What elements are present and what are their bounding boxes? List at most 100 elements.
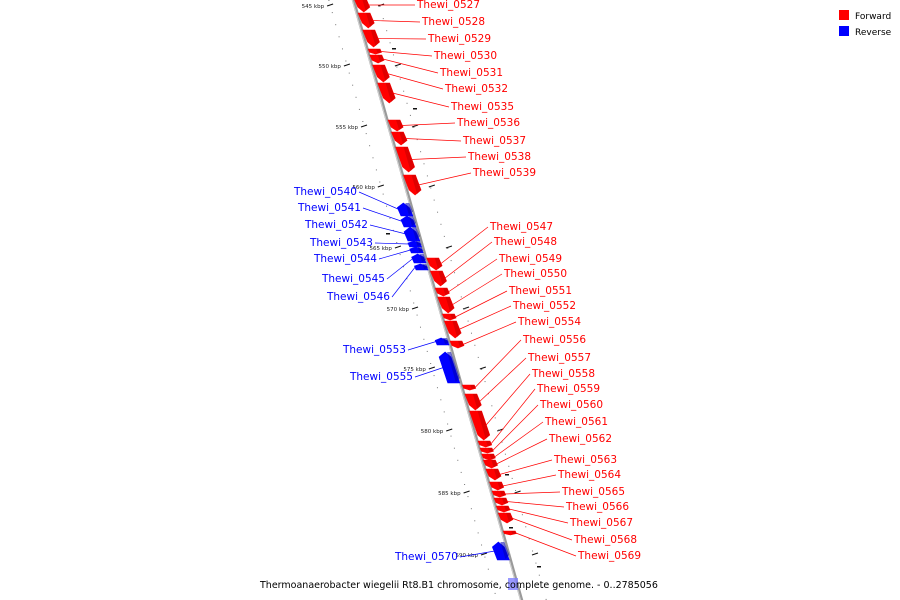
gene-label[interactable]: Thewi_0532 [444,83,508,95]
gene-thewi-0566[interactable] [493,497,509,506]
gene-thewi-0545[interactable] [411,253,427,264]
gene-label[interactable]: Thewi_0568 [573,534,637,546]
gene-leader-line [515,532,577,557]
gene-label[interactable]: Thewi_0539 [472,167,536,179]
gene-thewi-0551[interactable] [441,313,457,321]
gene-thewi-0559[interactable] [477,440,493,448]
gene-shade [493,469,501,479]
gene-label[interactable]: Thewi_0530 [433,50,497,62]
gene-thewi-0556[interactable] [461,384,477,391]
gene-thewi-0560[interactable] [479,447,494,454]
gene-label[interactable]: Thewi_0560 [539,399,603,411]
gene-label[interactable]: Thewi_0552 [512,300,576,312]
gene-thewi-0544[interactable] [409,246,424,254]
gene-label[interactable]: Thewi_0549 [498,253,562,265]
gene-label[interactable]: Thewi_0542 [304,219,368,231]
scale-tick-label: 555 kbp [336,125,359,131]
scale-tick-mark-right [514,490,521,494]
gene-thewi-0561[interactable] [481,453,496,461]
gene-shade [403,147,415,171]
gene-label[interactable]: Thewi_0527 [416,0,480,11]
gene-thewi-0567[interactable] [495,505,511,513]
scale-tick-label: 585 kbp [438,491,461,497]
gene-thewi-0543[interactable] [407,240,423,248]
gene-label[interactable]: Thewi_0544 [313,253,377,265]
gene-thewi-0553[interactable] [434,337,450,346]
gene-thewi-0562[interactable] [482,459,498,469]
gene-thewi-0568[interactable] [497,512,514,524]
scale-dot-right [532,550,534,552]
gene-label[interactable]: Thewi_0563 [553,454,617,466]
gene-thewi-0540[interactable] [396,202,414,217]
gene-thewi-0569[interactable] [502,530,517,536]
gene-label[interactable]: Thewi_0553 [342,344,406,356]
gene-label[interactable]: Thewi_0557 [527,352,591,364]
gene-label[interactable]: Thewi_0531 [439,67,503,79]
gene-label[interactable]: Thewi_0565 [561,486,625,498]
gene-labels: Thewi_0527 Thewi_0528 Thewi_0529 Thewi_0530… [293,0,641,563]
gene-label[interactable]: Thewi_0559 [536,383,600,395]
gene-label[interactable]: Thewi_0536 [456,117,520,129]
gene-thewi-0550[interactable] [437,296,455,314]
gene-label[interactable]: Thewi_0541 [297,202,361,214]
gene-label[interactable]: Thewi_0535 [450,101,514,113]
gene-label[interactable]: Thewi_0550 [503,268,567,280]
gene-thewi-0564[interactable] [489,481,505,491]
gene-label[interactable]: Thewi_0543 [309,237,373,249]
gene-label[interactable]: Thewi_0545 [321,273,385,285]
gene-label[interactable]: Thewi_0551 [508,285,572,297]
gene-label[interactable]: Thewi_0562 [548,433,612,445]
gene-thewi-0555[interactable] [438,351,461,384]
scale-dot-right [491,405,493,407]
gene-thewi-0532[interactable] [372,64,390,83]
gene-thewi-0570[interactable] [491,541,510,561]
gene-label[interactable]: Thewi_0566 [565,501,629,513]
gene-thewi-0531[interactable] [369,54,385,64]
gene-label[interactable]: Thewi_0555 [349,371,413,383]
gene-label[interactable]: Thewi_0570 [394,551,458,563]
gene-label[interactable]: Thewi_0546 [326,291,390,303]
gene-thewi-0530[interactable] [367,48,382,55]
scale-dot-right [470,332,472,334]
gene-thewi-0528[interactable] [357,12,375,29]
gene-label[interactable]: Thewi_0569 [577,550,641,562]
gene-thewi-0537[interactable] [390,131,408,146]
gene-label[interactable]: Thewi_0540 [293,186,357,198]
gene-thewi-0535[interactable] [377,82,396,104]
gene-thewi-0538[interactable] [395,146,415,173]
gene-label[interactable]: Thewi_0564 [557,469,621,481]
gene-label[interactable]: Thewi_0529 [427,33,491,45]
gene-thewi-0536[interactable] [387,119,404,132]
gene-thewi-0558[interactable] [469,410,491,441]
gene-leader-line [405,138,462,142]
gene-thewi-0547[interactable] [426,257,443,271]
gene-label[interactable]: Thewi_0567 [569,517,633,529]
scale-tick-mark [326,3,334,7]
gene-thewi-0527[interactable] [354,0,371,13]
gene-label[interactable]: Thewi_0554 [517,316,581,328]
gene-thewi-0557[interactable] [464,393,482,411]
gene-thewi-0554[interactable] [449,340,465,349]
scale-tick-label: 575 kbp [403,367,426,373]
gene-thewi-0546[interactable] [414,263,429,271]
gene-thewi-0548[interactable] [429,270,447,287]
gene-label[interactable]: Thewi_0561 [544,416,608,428]
gene-label[interactable]: Thewi_0547 [489,221,553,233]
gene-shade [486,441,492,446]
gene-thewi-0563[interactable] [485,468,502,481]
gene-label[interactable]: Thewi_0558 [531,368,595,380]
scale-dot-right [494,417,496,419]
gene-leader-line [490,388,536,445]
gene-label[interactable]: Thewi_0538 [467,151,531,163]
gene-shade [470,385,476,389]
gene-thewi-0529[interactable] [362,29,380,48]
gene-thewi-0552[interactable] [443,320,462,339]
gene-label[interactable]: Thewi_0548 [493,236,557,248]
gene-label[interactable]: Thewi_0556 [522,334,586,346]
gene-thewi-0565[interactable] [491,490,507,498]
gene-label[interactable]: Thewi_0528 [421,16,485,28]
gene-thewi-0539[interactable] [403,174,422,196]
gene-thewi-0549[interactable] [434,287,450,297]
gene-leader-line [455,290,508,318]
gene-label[interactable]: Thewi_0537 [462,135,526,147]
